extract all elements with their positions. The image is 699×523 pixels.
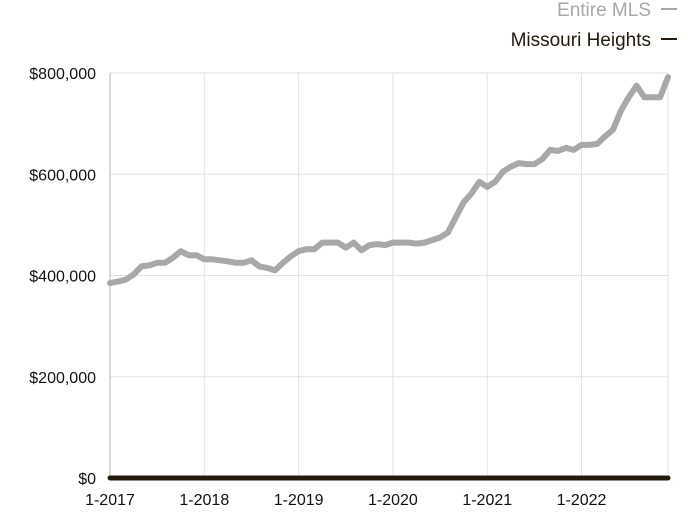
legend-entry-missouri-heights[interactable]: Missouri Heights (511, 30, 677, 52)
x-tick-label: 1-2018 (179, 492, 229, 509)
series-line-entire-mls[interactable] (107, 74, 671, 287)
legend-label: Entire MLS (557, 0, 651, 21)
y-tick-label: $800,000 (29, 66, 96, 83)
x-tick-label: 1-2020 (368, 492, 418, 509)
y-tick-label: $200,000 (29, 370, 96, 387)
x-tick-label: 1-2022 (557, 492, 607, 509)
y-tick-label: $0 (78, 471, 96, 488)
grid (109, 72, 669, 479)
x-tick-label: 1-2017 (85, 492, 135, 509)
legend-swatch (661, 7, 677, 10)
x-tick-label: 1-2021 (462, 492, 512, 509)
tick-labels: $0 $200,000 $400,000 $600,000 $800,000 1-2017… (29, 66, 606, 509)
x-tick-label: 1-2019 (274, 492, 324, 509)
legend-label: Missouri Heights (510, 30, 651, 51)
series-layer (107, 74, 671, 481)
y-tick-label: $600,000 (29, 167, 96, 184)
y-tick-label: $400,000 (29, 269, 96, 286)
legend-entry-entire-mls[interactable]: Entire MLS (557, 0, 677, 22)
legend-swatch (661, 37, 677, 40)
